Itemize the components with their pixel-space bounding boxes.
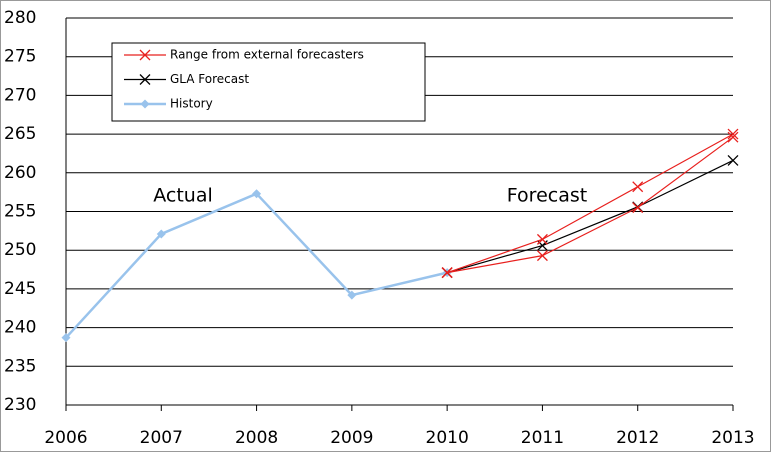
annotation: Forecast [507, 185, 587, 207]
marker [536, 250, 548, 262]
marker [632, 202, 644, 214]
y-tick-label: 230 [4, 395, 36, 415]
marker [536, 233, 548, 245]
y-tick-label: 245 [4, 279, 36, 299]
x-tick-label: 2007 [140, 428, 183, 448]
y-tick-label: 250 [4, 240, 36, 260]
marker [441, 267, 453, 279]
legend-box [111, 42, 426, 122]
marker [632, 181, 644, 193]
y-tick-label: 280 [4, 8, 36, 28]
y-tick-label: 240 [4, 318, 36, 338]
series-line [447, 136, 734, 274]
marker [727, 154, 739, 166]
marker [156, 229, 166, 239]
y-tick-label: 275 [4, 47, 36, 67]
series-line [446, 159, 734, 274]
legend-label: Range from external forecasters [170, 48, 364, 62]
y-tick-label: 270 [4, 85, 36, 105]
x-tick-label: 2010 [426, 428, 469, 448]
y-tick-label: 260 [4, 163, 36, 183]
marker [727, 131, 739, 143]
x-tick-label: 2013 [711, 428, 754, 448]
y-tick-label: 265 [4, 124, 36, 144]
legend-marker [139, 74, 151, 85]
y-tick-label: 235 [4, 356, 36, 376]
legend-marker [140, 99, 150, 109]
annotation: Actual [153, 185, 213, 207]
x-tick-label: 2008 [235, 428, 278, 448]
x-tick-label: 2011 [521, 428, 564, 448]
marker [347, 290, 357, 300]
legend: Range from external forecasters GLA Forec… [111, 42, 426, 122]
legend-marker [139, 49, 151, 61]
marker [61, 333, 71, 343]
marker [252, 189, 262, 199]
series-line [446, 133, 734, 274]
y-tick-label: 255 [4, 202, 36, 222]
legend-label: GLA Forecast [170, 72, 249, 86]
legend-label: History [170, 97, 213, 111]
x-tick-label: 2009 [330, 428, 373, 448]
x-tick-label: 2006 [44, 428, 87, 448]
marker [727, 128, 739, 140]
x-tick-label: 2012 [616, 428, 659, 448]
